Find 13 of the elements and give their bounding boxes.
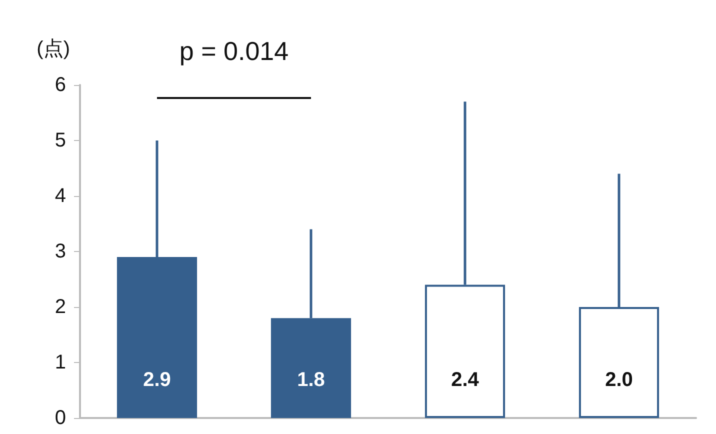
- data-label: 2.9: [143, 369, 171, 391]
- y-axis-title: (点): [36, 38, 70, 60]
- text: p = 0.014: [178, 36, 290, 67]
- y-tick-label: 2: [54, 296, 66, 318]
- y-tick-label: 1: [54, 352, 66, 374]
- y-tick-label: 0: [54, 407, 66, 429]
- data-label: 2.0: [605, 369, 633, 391]
- y-tick-label: 5: [54, 130, 66, 152]
- data-label: 1.8: [297, 369, 325, 391]
- data-label: 2.4: [451, 369, 480, 391]
- y-tick-label: 3: [54, 240, 66, 262]
- y-tick-label: 4: [54, 185, 66, 207]
- y-tick-label: 6: [54, 74, 66, 96]
